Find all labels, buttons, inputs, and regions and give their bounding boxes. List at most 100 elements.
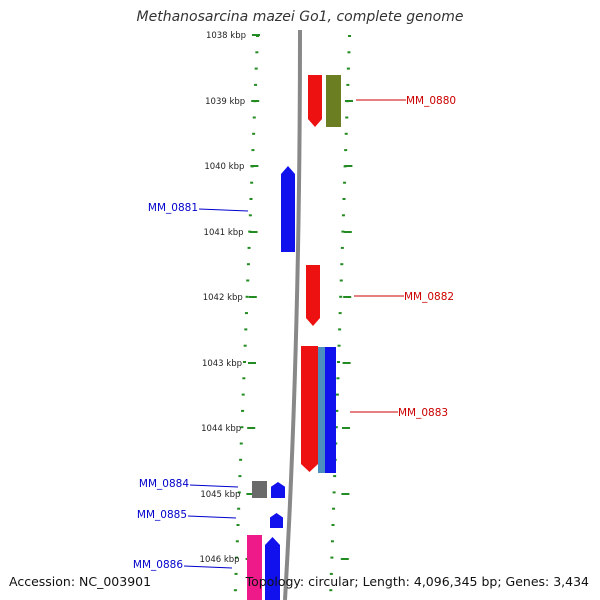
kbp-tick-label: 1039 kbp bbox=[205, 97, 245, 107]
kbp-tick-mark bbox=[248, 296, 257, 298]
accession-text: Accession: NC_003901 bbox=[9, 574, 152, 589]
gene-label-mm-0886: MM_0886 bbox=[133, 559, 183, 571]
kbp-tick-mark-right bbox=[340, 558, 349, 560]
tick-dot bbox=[330, 556, 334, 559]
kbp-tick-mark bbox=[252, 34, 260, 36]
tick-dot bbox=[249, 198, 253, 200]
tick-dot bbox=[243, 361, 246, 363]
tick-dot bbox=[340, 246, 344, 249]
kbp-tick-mark bbox=[250, 165, 259, 167]
tick-dot bbox=[336, 377, 340, 380]
tick-dot bbox=[339, 279, 343, 282]
gene-label-mm-0880: MM_0880 bbox=[406, 95, 456, 107]
tick-dot bbox=[339, 295, 343, 298]
tick-dot bbox=[251, 149, 255, 152]
tick-dot bbox=[345, 116, 349, 119]
tick-dot bbox=[234, 572, 238, 575]
tick-dot bbox=[346, 67, 350, 70]
gene-labels: MM_0880 MM_0881 MM_0882 MM_0883 MM_0884 MM_08… bbox=[133, 95, 456, 571]
tick-dot bbox=[337, 344, 341, 347]
tick-dot bbox=[233, 589, 237, 592]
tick-dot bbox=[235, 540, 239, 543]
leader-line bbox=[198, 208, 249, 212]
tick-dot bbox=[340, 263, 344, 266]
tick-dot bbox=[341, 214, 345, 217]
tick-dot bbox=[237, 507, 241, 510]
gene-label-mm-0884: MM_0884 bbox=[139, 478, 189, 490]
kbp-tick-mark-right bbox=[343, 231, 352, 233]
kbp-tick-label: 1044 kbp bbox=[201, 424, 241, 434]
kbp-tick-mark-right bbox=[342, 427, 350, 429]
kbp-tick-mark bbox=[246, 493, 255, 495]
leader-line bbox=[189, 484, 239, 488]
kbp-tick-mark-right bbox=[345, 100, 353, 102]
tick-dot bbox=[255, 51, 259, 54]
tick-dot bbox=[246, 279, 250, 282]
kbp-tick-mark bbox=[248, 362, 256, 364]
tick-dot bbox=[337, 361, 340, 363]
tick-dot bbox=[338, 328, 342, 331]
tick-dot bbox=[241, 393, 245, 396]
gene-label-mm-0883: MM_0883 bbox=[398, 407, 448, 419]
tick-dot bbox=[332, 507, 336, 510]
tick-dot bbox=[237, 491, 241, 494]
tick-dot bbox=[335, 409, 339, 412]
tick-dot bbox=[247, 246, 251, 249]
kbp-tick-mark-right bbox=[343, 296, 352, 298]
gene-features bbox=[247, 75, 341, 600]
tick-dot bbox=[333, 475, 337, 478]
tick-dot bbox=[241, 409, 245, 412]
kbp-tick-mark-right bbox=[342, 362, 351, 364]
tick-dot bbox=[342, 198, 346, 200]
kbp-tick-mark-right bbox=[341, 493, 350, 495]
gene-mm-0880-olive-block bbox=[326, 75, 341, 127]
tick-dot bbox=[332, 491, 336, 494]
kbp-tick-label: 1045 kbp bbox=[200, 490, 240, 500]
kbp-tick-label: 1042 kbp bbox=[203, 293, 243, 303]
tick-dot bbox=[244, 312, 248, 315]
tick-dot bbox=[347, 51, 351, 54]
gene-mm-0883-blue-block bbox=[325, 347, 336, 473]
gene-mm-0884-gray-block bbox=[252, 481, 267, 498]
gene-label-mm-0881: MM_0881 bbox=[148, 202, 198, 214]
tick-dot bbox=[240, 426, 244, 429]
tick-dot bbox=[331, 524, 335, 526]
tick-dot bbox=[252, 132, 256, 135]
tick-dot bbox=[338, 312, 342, 315]
gene-mm-0881-arrow bbox=[281, 166, 295, 252]
kbp-tick-label: 1041 kbp bbox=[204, 228, 244, 238]
tick-dot bbox=[235, 556, 239, 559]
leader-line bbox=[187, 515, 237, 519]
kbp-ticks: 1038 kbp 1039 kbp 1040 kbp 1041 kbp 1042 kbp… bbox=[200, 31, 353, 565]
tick-dot bbox=[343, 181, 347, 184]
tick-dot bbox=[242, 377, 246, 380]
tick-dot bbox=[246, 263, 250, 266]
tick-dot bbox=[341, 230, 345, 233]
tick-dot bbox=[254, 67, 258, 70]
gene-label-mm-0885: MM_0885 bbox=[137, 509, 187, 521]
tick-dot bbox=[239, 442, 243, 445]
gene-label-mm-0882: MM_0882 bbox=[404, 291, 454, 303]
gene-mm-0884-arrow bbox=[271, 482, 285, 498]
tick-dot bbox=[329, 589, 333, 592]
tick-dot bbox=[329, 572, 333, 575]
gene-mm-0886-arrow bbox=[265, 537, 280, 600]
left-tick-column bbox=[233, 35, 259, 592]
gene-mm-0880-arrow bbox=[308, 75, 322, 127]
tick-dot bbox=[344, 149, 348, 152]
gene-mm-0886-magenta-block bbox=[247, 535, 262, 600]
gene-mm-0883-steel-block bbox=[318, 347, 325, 473]
gene-mm-0885-arrow bbox=[270, 513, 283, 528]
kbp-tick-mark bbox=[247, 427, 256, 429]
leader-line bbox=[183, 565, 233, 569]
tick-dot bbox=[238, 475, 242, 478]
tick-dot bbox=[334, 426, 338, 429]
tick-dot bbox=[252, 116, 256, 119]
tick-dot bbox=[344, 132, 348, 135]
genome-summary-text: Topology: circular; Length: 4,096,345 bp… bbox=[245, 574, 589, 589]
kbp-tick-label: 1038 kbp bbox=[206, 31, 246, 41]
tick-dot bbox=[244, 328, 248, 331]
kbp-tick-label: 1040 kbp bbox=[204, 162, 244, 172]
tick-dot bbox=[348, 35, 351, 37]
